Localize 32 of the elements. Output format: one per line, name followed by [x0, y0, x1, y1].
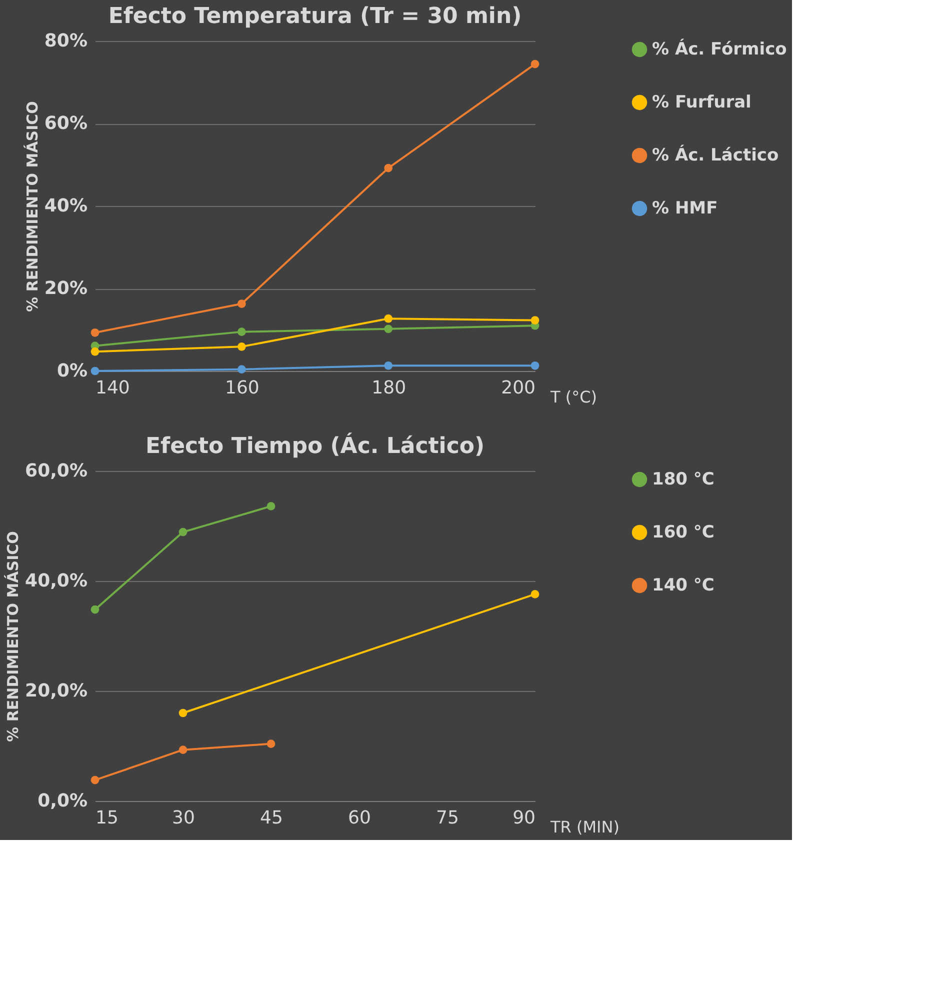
- y-axis-title: % RENDIMIENTO MÁSICO: [4, 531, 22, 742]
- y-tick-label: 60,0%: [25, 460, 88, 482]
- legend-label: % HMF: [652, 198, 718, 218]
- x-axis-title: TR (MIN): [550, 818, 620, 836]
- x-tick-label: 75: [436, 808, 459, 828]
- x-tick-label: 60: [348, 808, 371, 828]
- x-tick-label: 140: [96, 378, 130, 398]
- y-tick-label: 0,0%: [38, 790, 88, 812]
- x-tick-label: 90: [512, 808, 536, 828]
- x-tick-label: 30: [172, 808, 195, 828]
- y-tick-label: 40%: [44, 196, 88, 216]
- x-axis-title: T (°C): [550, 388, 598, 406]
- legend-label: 180 °C: [652, 470, 714, 490]
- y-tick-label: 80%: [44, 30, 88, 52]
- legend-label: % Furfural: [652, 92, 752, 112]
- legend-label: 140 °C: [652, 576, 714, 596]
- y-axis-title: % RENDIMIENTO MÁSICO: [23, 101, 42, 312]
- x-tick-label: 15: [96, 808, 118, 828]
- y-tick-label: 20,0%: [25, 680, 88, 702]
- y-tick-label: 20%: [44, 278, 88, 299]
- x-tick-label: 160: [224, 378, 260, 398]
- x-tick-label: 45: [260, 808, 283, 828]
- x-tick-label: 180: [372, 378, 406, 398]
- chart-title: Efecto Temperatura (Tr = 30 min): [108, 4, 522, 29]
- chart-title: Efecto Tiempo (Ác. Láctico): [145, 432, 485, 459]
- legend-label: 160 °C: [652, 522, 714, 542]
- legend-label: % Ác. Láctico: [652, 144, 779, 166]
- y-tick-label: 60%: [44, 113, 88, 134]
- y-tick-label: 0%: [56, 360, 88, 382]
- y-tick-label: 40,0%: [25, 570, 88, 592]
- x-tick-label: 200: [501, 378, 536, 398]
- legend-label: % Ác. Fórmico: [652, 38, 787, 60]
